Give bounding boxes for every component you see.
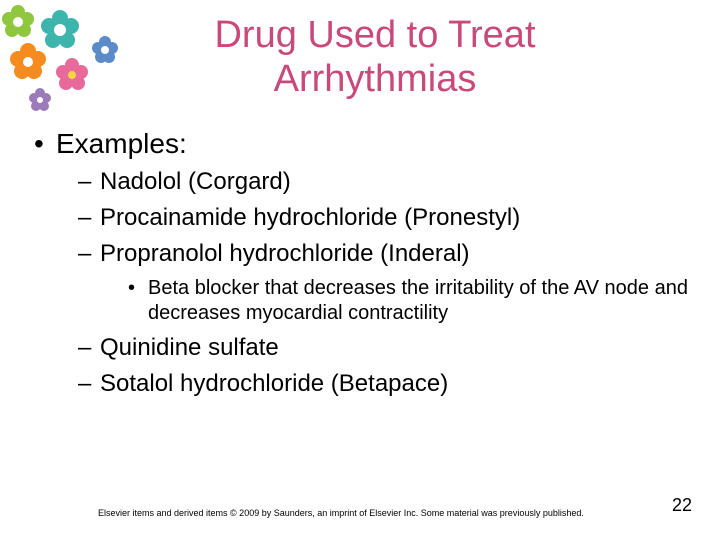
slide-content: Examples: Nadolol (Corgard) Procainamide…	[30, 128, 700, 406]
list-item: Nadolol (Corgard)	[30, 168, 700, 196]
list-item: Sotalol hydrochloride (Betapace)	[30, 370, 700, 398]
list-item: Procainamide hydrochloride (Pronestyl)	[30, 204, 700, 232]
list-item: Propranolol hydrochloride (Inderal)	[30, 240, 700, 268]
decorative-flowers	[0, 0, 140, 120]
list-subitem: Beta blocker that decreases the irritabi…	[30, 276, 700, 326]
page-number: 22	[672, 495, 692, 516]
list-item: Quinidine sulfate	[30, 334, 700, 362]
slide-title: Drug Used to Treat Arrhythmias	[150, 14, 600, 101]
copyright-text: Elsevier items and derived items © 2009 …	[98, 508, 584, 518]
examples-heading: Examples:	[30, 128, 700, 160]
